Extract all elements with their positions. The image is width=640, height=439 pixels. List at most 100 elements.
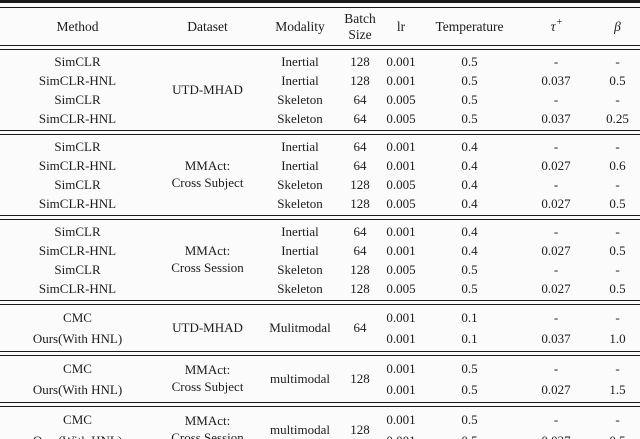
cell-lr: 0.001 <box>386 72 416 88</box>
cell-dataset-merged: MMAct: Cross Subject <box>155 358 260 400</box>
table-section-3: SimCLR SimCLR-HNL SimCLR SimCLR-HNL MMAct: Cr… <box>0 220 640 300</box>
cell-beta: - <box>615 91 620 107</box>
cell-temperature: 0.4 <box>461 223 478 239</box>
cell-tau-plus: - <box>553 223 559 239</box>
cell-beta: 0.5 <box>595 430 640 439</box>
tau-symbol: τ <box>550 18 556 34</box>
column-header-modality: Modality <box>275 18 325 34</box>
cell-modality: Skeleton <box>277 261 323 277</box>
cell-lr: 0.001 <box>386 242 416 258</box>
cell-method: Ours(With HNL) <box>0 430 155 439</box>
section-divider <box>0 300 640 305</box>
cell-tau-plus: - <box>553 261 559 277</box>
table-top-rule <box>0 0 640 8</box>
cell-tau-plus: - <box>553 176 559 192</box>
cell-modality: Inertial <box>281 138 319 154</box>
cell-modality: Skeleton <box>277 91 323 107</box>
cell-lr: 0.001 <box>386 360 416 376</box>
cell-batch-size: 64 <box>353 223 367 239</box>
cell-batch-size: 64 <box>353 138 367 154</box>
cell-method: CMC <box>63 360 92 376</box>
column-header-tau-plus: τ + <box>517 8 595 45</box>
cell-dataset-line: Cross Session <box>171 430 244 439</box>
cell-modality: Inertial <box>281 72 319 88</box>
cell-lr: 0.005 <box>386 91 416 107</box>
cell-modality-line: multimodal <box>270 421 330 437</box>
table-section-2: SimCLR SimCLR-HNL SimCLR SimCLR-HNL MMAct: Cr… <box>0 135 640 215</box>
column-header-method: Method <box>56 18 99 34</box>
cell-modality-line: multimodal <box>270 370 330 386</box>
cell-modality-merged: multimodal <box>260 358 340 400</box>
cell-dataset-line: MMAct: <box>184 243 231 259</box>
column-header-dataset: Dataset <box>187 18 228 34</box>
cell-beta: 0.5 <box>609 280 626 296</box>
cell-temperature: 0.5 <box>461 72 478 88</box>
cell-beta: 1.5 <box>609 381 626 397</box>
cell-lr: 0.005 <box>386 176 416 192</box>
section-divider <box>0 351 640 356</box>
cell-tau-plus: 0.027 <box>541 280 571 296</box>
cell-tau-plus: 0.027 <box>541 242 571 258</box>
cell-dataset-merged: MMAct: Cross Session <box>155 222 260 298</box>
cell-dataset-line: UTD-MHAD <box>172 319 243 335</box>
cell-method: SimCLR <box>54 223 101 239</box>
cell-modality: Skeleton <box>277 195 323 211</box>
cell-batch-size: 64 <box>353 157 367 173</box>
column-header-batch-size: Batch Size <box>344 10 376 42</box>
cell-method: SimCLR-HNL <box>38 280 117 296</box>
cell-batch-size: 128 <box>350 53 370 69</box>
cell-temperature: 0.4 <box>461 157 478 173</box>
cell-batch-size: 64 <box>353 91 367 107</box>
cell-dataset-line: Cross Subject <box>171 175 244 190</box>
section-divider <box>0 130 640 135</box>
cell-modality: Inertial <box>281 242 319 258</box>
cell-beta: 0.5 <box>609 242 626 258</box>
cell-method: SimCLR-HNL <box>38 157 117 173</box>
cell-dataset-merged: MMAct: Cross Session <box>155 409 260 439</box>
cell-batch-size: 128 <box>350 72 370 88</box>
cell-batch-size-merged: 128 <box>340 409 380 439</box>
column-header-temperature: Temperature <box>435 18 504 34</box>
cell-beta: 0.5 <box>609 72 626 88</box>
cell-modality: Inertial <box>281 157 319 173</box>
cell-modality-merged: multimodal <box>260 409 340 439</box>
cell-temperature: 0.4 <box>461 138 478 154</box>
cell-lr: 0.001 <box>386 411 416 427</box>
cell-temperature: 0.5 <box>461 360 478 376</box>
cell-lr: 0.001 <box>386 223 416 239</box>
cell-method: SimCLR-HNL <box>38 195 117 211</box>
cell-modality-merged: Mulitmodal <box>260 307 340 349</box>
cell-method: CMC <box>63 309 92 325</box>
cell-lr: 0.001 <box>386 381 416 397</box>
cell-batch-size: 64 <box>353 242 367 258</box>
column-header-beta: β <box>614 18 621 34</box>
cell-lr: 0.005 <box>386 195 416 211</box>
cell-batch-size-merged: 64 <box>340 307 380 349</box>
cell-method: Ours(With HNL) <box>32 381 123 397</box>
cell-temperature: 0.4 <box>461 176 478 192</box>
cell-batch-size-line: 64 <box>353 319 367 335</box>
cell-method: SimCLR-HNL <box>38 110 117 126</box>
cell-tau-plus: - <box>553 309 559 325</box>
table-body: SimCLR SimCLR-HNL SimCLR SimCLR-HNL UTD-MHAD… <box>0 50 640 439</box>
cell-dataset-line: MMAct: <box>184 158 231 174</box>
cell-dataset-merged: UTD-MHAD <box>155 52 260 128</box>
section-divider <box>0 402 640 407</box>
cell-temperature: 0.1 <box>461 309 478 325</box>
cell-beta: 1.0 <box>609 330 626 346</box>
table-section-5: CMC Ours(With HNL) MMAct: Cross Subject mult… <box>0 356 640 402</box>
cell-temperature: 0.5 <box>461 381 478 397</box>
cell-batch-size: 128 <box>350 176 370 192</box>
header-body-divider <box>0 45 640 50</box>
cell-tau-plus: 0.037 <box>541 330 571 346</box>
cell-tau-plus: 0.027 <box>541 381 571 397</box>
cell-temperature: 0.5 <box>461 53 478 69</box>
tau-superscript-plus: + <box>556 16 563 28</box>
cell-modality: Skeleton <box>277 280 323 296</box>
cell-tau-plus: 0.027 <box>517 430 595 439</box>
cell-modality: Inertial <box>281 53 319 69</box>
cell-lr: 0.001 <box>380 430 422 439</box>
cell-tau-plus: - <box>553 411 559 427</box>
cell-temperature: 0.4 <box>461 242 478 258</box>
